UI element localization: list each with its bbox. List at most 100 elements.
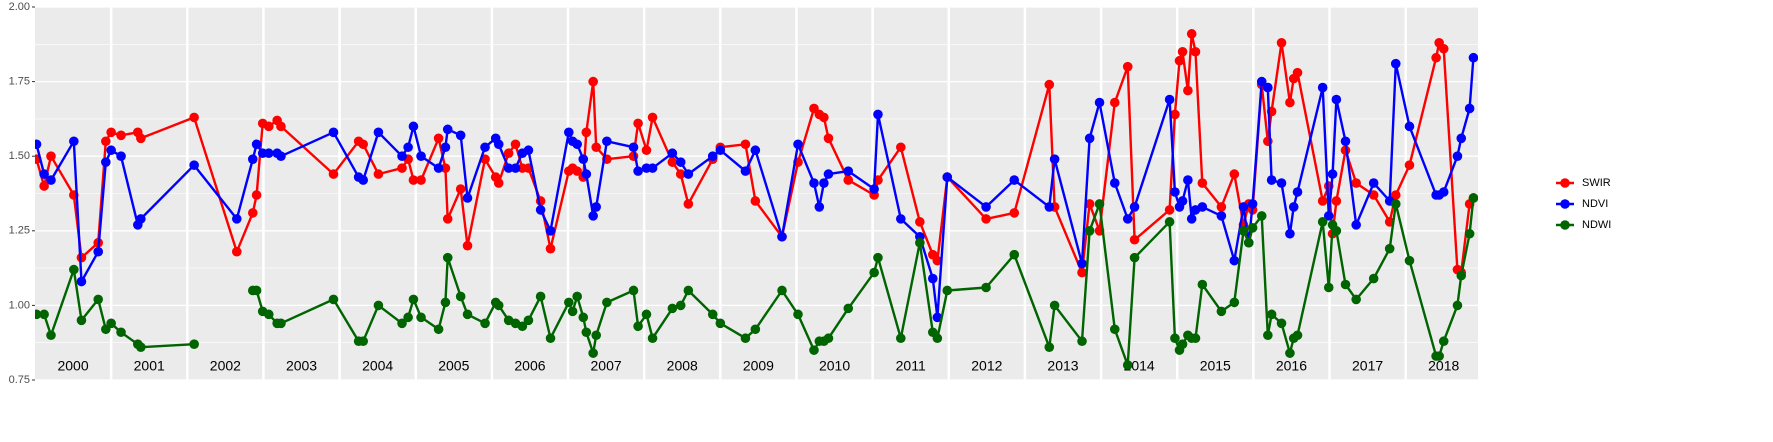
point: [667, 148, 678, 159]
point: [1276, 178, 1287, 188]
point: [843, 303, 854, 314]
point: [1247, 223, 1258, 233]
point: [1292, 187, 1303, 197]
point: [1216, 306, 1227, 317]
point: [189, 339, 199, 349]
point: [373, 169, 384, 179]
point: [523, 315, 534, 326]
point: [1464, 228, 1475, 239]
point: [750, 145, 761, 156]
point: [1129, 252, 1140, 263]
point: [1094, 97, 1105, 108]
point: [1177, 196, 1188, 206]
point: [1276, 318, 1287, 329]
point: [915, 217, 925, 227]
point: [641, 145, 652, 156]
point: [1197, 178, 1208, 188]
point: [715, 145, 726, 156]
point: [740, 166, 751, 176]
point: [263, 309, 274, 320]
point: [39, 181, 49, 191]
point: [1266, 175, 1277, 185]
point: [628, 285, 639, 296]
point: [819, 112, 829, 123]
point: [1331, 94, 1342, 105]
point: [602, 136, 612, 147]
y-tick-label: 1.25: [9, 225, 30, 237]
point: [403, 312, 413, 323]
point: [1351, 220, 1361, 230]
point: [915, 237, 925, 248]
point: [1238, 226, 1249, 236]
point: [1186, 29, 1197, 39]
point: [981, 202, 991, 212]
point: [1368, 178, 1379, 188]
point: [328, 169, 339, 179]
point: [777, 285, 787, 296]
y-tick-label: 1.75: [9, 76, 30, 88]
point: [1263, 82, 1273, 93]
point: [247, 154, 258, 164]
point: [35, 309, 42, 320]
point: [581, 327, 592, 338]
point: [1368, 273, 1379, 284]
point: [581, 127, 592, 138]
point: [1431, 52, 1441, 63]
point: [1177, 339, 1188, 349]
year-label: 2016: [1276, 358, 1307, 374]
point: [572, 166, 582, 176]
point: [46, 175, 56, 185]
point: [1323, 211, 1334, 221]
point: [442, 124, 453, 135]
point: [591, 142, 602, 153]
point: [869, 184, 879, 194]
point: [1190, 46, 1201, 57]
point: [251, 285, 262, 296]
point: [1438, 336, 1449, 347]
point: [1464, 103, 1475, 114]
point: [116, 130, 126, 141]
point: [896, 142, 906, 153]
point: [675, 169, 686, 179]
point: [455, 291, 466, 302]
point: [76, 276, 87, 287]
point: [602, 297, 612, 308]
point: [433, 324, 444, 335]
point: [93, 246, 104, 257]
point: [581, 169, 592, 179]
point: [777, 231, 787, 242]
point: [535, 205, 546, 215]
year-label: 2014: [1124, 358, 1155, 374]
point: [545, 226, 556, 236]
year-label: 2010: [819, 358, 850, 374]
legend-label: NDWI: [1582, 219, 1611, 231]
point: [1229, 255, 1240, 266]
point: [1468, 193, 1478, 203]
year-label: 2017: [1352, 358, 1383, 374]
point: [1266, 309, 1277, 320]
point: [39, 169, 49, 179]
point: [1049, 154, 1060, 164]
point: [647, 163, 658, 173]
point: [873, 109, 883, 120]
point: [480, 318, 490, 329]
point: [823, 333, 834, 344]
year-label: 2001: [134, 358, 165, 374]
year-label: 2004: [362, 358, 393, 374]
point: [1438, 187, 1449, 197]
point: [675, 157, 686, 167]
point: [1229, 297, 1240, 308]
point: [1256, 76, 1267, 87]
point: [641, 309, 652, 320]
point: [707, 309, 718, 320]
point: [843, 175, 854, 185]
point: [116, 327, 126, 338]
point: [1044, 202, 1055, 212]
point: [1390, 190, 1401, 200]
point: [1077, 258, 1087, 269]
point: [493, 139, 504, 150]
point: [1404, 121, 1415, 132]
point: [440, 142, 451, 153]
year-label: 2007: [591, 358, 622, 374]
point: [328, 294, 339, 305]
